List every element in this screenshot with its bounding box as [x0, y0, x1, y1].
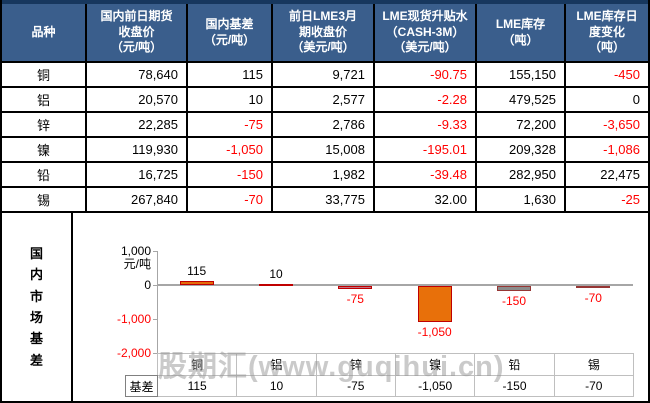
y-axis-unit-label: 元/吨: [123, 257, 151, 271]
chart-table-category-5: 锡: [553, 353, 634, 376]
basis-bar-chart: 1,000 0 -1,000 -2,000 元/吨 115 10 -75 -1,050 -150-…: [73, 213, 648, 401]
value-cell-r2c3: -9.33: [375, 113, 477, 138]
value-cell-r1c1: 10: [188, 88, 273, 113]
chart-table-value-3: -1,050: [395, 375, 476, 397]
bar-value-label-3: -1,050: [417, 324, 452, 339]
value-cell-r3c3: -195.01: [375, 138, 477, 163]
value-cell-r2c4: 72,200: [477, 113, 566, 138]
y-tick-label-0: 1,000: [120, 244, 151, 258]
chart-table-row-label: 基差: [125, 375, 158, 397]
bar-value-label-2: -75: [346, 291, 364, 306]
top-border-strip: [2, 0, 648, 4]
metal-price-table: 品种 国内前日期货 收盘价 （元/吨） 国内基差 （元/吨） 前日LME3月 期收盘价…: [2, 4, 648, 213]
chart-table-value-0: 115: [157, 375, 238, 397]
column-header-5: LME库存 （吨）: [477, 4, 566, 63]
bar-锌: [338, 286, 373, 289]
column-header-1: 国内前日期货 收盘价 （元/吨）: [87, 4, 188, 63]
metal-name-cell: 镍: [2, 138, 87, 163]
bar-铝: [259, 284, 293, 286]
chart-table-value-1: 10: [236, 375, 317, 397]
y-tick-label-3: -2,000: [116, 346, 151, 360]
column-header-2: 国内基差 （元/吨）: [188, 4, 273, 63]
bar-value-label-1: 10: [269, 267, 283, 281]
bar-value-label-4: -150: [501, 294, 526, 309]
bar-镍: [417, 286, 452, 322]
y-tick-mark-2: [153, 319, 157, 320]
column-header-0: 品种: [2, 4, 87, 63]
value-cell-r4c4: 282,950: [477, 163, 566, 188]
column-header-4: LME现货升贴水 （CASH-3M） （美元/吨）: [375, 4, 477, 63]
value-cell-r0c5: -450: [566, 63, 648, 88]
value-cell-r4c3: -39.48: [375, 163, 477, 188]
y-tick-mark-1: [153, 285, 157, 286]
y-axis-line: [157, 251, 158, 353]
value-cell-r3c2: 15,008: [273, 138, 375, 163]
value-cell-r5c0: 267,840: [87, 188, 188, 213]
bar-铅: [497, 286, 531, 292]
value-cell-r1c5: 0: [566, 88, 648, 113]
value-cell-r5c4: 1,630: [477, 188, 566, 213]
value-cell-r5c2: 33,775: [273, 188, 375, 213]
value-cell-r5c1: -70: [188, 188, 273, 213]
y-tick-mark-3: [153, 353, 157, 354]
value-cell-r1c0: 20,570: [87, 88, 188, 113]
value-cell-r0c2: 9,721: [273, 63, 375, 88]
value-cell-r2c1: -75: [188, 113, 273, 138]
chart-table-category-1: 铝: [236, 353, 317, 376]
metal-name-cell: 铝: [2, 88, 87, 113]
value-cell-r3c1: -1,050: [188, 138, 273, 163]
metal-name-cell: 铅: [2, 163, 87, 188]
chart-table-category-0: 铜: [157, 353, 238, 376]
value-cell-r2c2: 2,786: [273, 113, 375, 138]
value-cell-r4c5: 22,475: [566, 163, 648, 188]
value-cell-r2c5: -3,650: [566, 113, 648, 138]
domestic-basis-section: 国 内 市 场 基 差 1,000 0 -1,000 -2,000 元/吨 115 10 -7…: [2, 213, 648, 401]
metal-name-cell: 锡: [2, 188, 87, 213]
chart-table-value-5: -70: [553, 375, 634, 397]
value-cell-r1c3: -2.28: [375, 88, 477, 113]
value-cell-r0c1: 115: [188, 63, 273, 88]
value-cell-r2c0: 22,285: [87, 113, 188, 138]
chart-table-category-2: 锌: [315, 353, 396, 376]
chart-table-value-2: -75: [315, 375, 396, 397]
value-cell-r1c4: 479,525: [477, 88, 566, 113]
bar-value-label-5: -70: [584, 291, 602, 306]
column-header-3: 前日LME3月 期收盘价 （美元/吨）: [273, 4, 375, 63]
value-cell-r5c5: -25: [566, 188, 648, 213]
y-tick-mark-0: [153, 251, 157, 252]
bar-铜: [179, 281, 214, 285]
zero-axis-line: [157, 284, 633, 286]
value-cell-r1c2: 2,577: [273, 88, 375, 113]
y-tick-label-1: 0: [144, 278, 151, 292]
bar-锡: [576, 286, 611, 289]
value-cell-r0c0: 78,640: [87, 63, 188, 88]
metal-name-cell: 锌: [2, 113, 87, 138]
value-cell-r3c4: 209,328: [477, 138, 566, 163]
value-cell-r4c2: 1,982: [273, 163, 375, 188]
chart-table-value-4: -150: [474, 375, 555, 397]
value-cell-r0c3: -90.75: [375, 63, 477, 88]
value-cell-r4c1: -150: [188, 163, 273, 188]
bar-value-label-0: 115: [187, 264, 207, 279]
value-cell-r5c3: 32.00: [375, 188, 477, 213]
value-cell-r0c4: 155,150: [477, 63, 566, 88]
column-header-6: LME库存日 度变化 （吨）: [566, 4, 648, 63]
value-cell-r3c0: 119,930: [87, 138, 188, 163]
chart-table-category-4: 铅: [474, 353, 555, 376]
chart-table-category-3: 镍: [395, 353, 476, 376]
section-title-vertical: 国 内 市 场 基 差: [2, 213, 73, 401]
value-cell-r3c5: -1,086: [566, 138, 648, 163]
metal-name-cell: 铜: [2, 63, 87, 88]
value-cell-r4c0: 16,725: [87, 163, 188, 188]
y-tick-label-2: -1,000: [116, 312, 151, 326]
